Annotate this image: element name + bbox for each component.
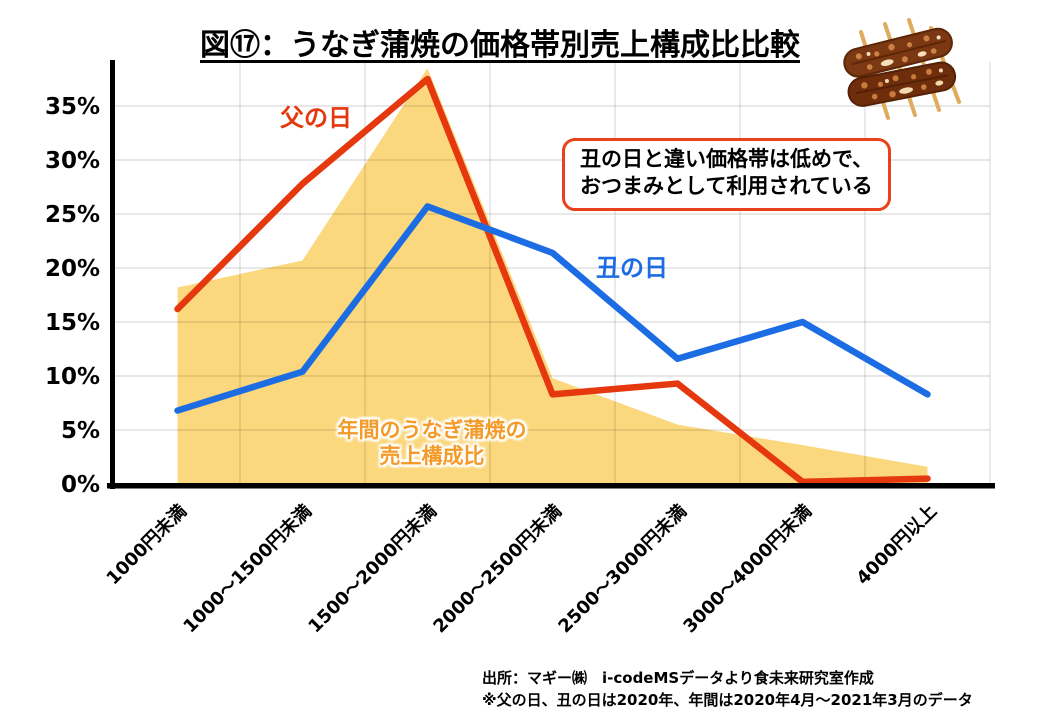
- x-category-label: 4000円以上: [853, 501, 941, 589]
- x-category-label: 3000～4000円未満: [679, 500, 816, 637]
- x-axis-line: [107, 483, 995, 489]
- father-day-line-series: [174, 75, 931, 486]
- y-tick-label: 35%: [45, 94, 100, 120]
- y-axis-line: [110, 60, 115, 489]
- x-category-label: 1500～2000円未満: [304, 500, 441, 637]
- y-tick-label: 0%: [61, 472, 100, 498]
- source-line1: 出所：マギー㈱ i-codeMSデータより食未来研究室作成: [482, 669, 874, 687]
- x-category-label: 1000～1500円未満: [179, 500, 316, 637]
- x-category-label: 2500～3000円未満: [554, 500, 691, 637]
- callout-line2: おつまみとして利用されている: [580, 174, 873, 199]
- y-tick-label: 15%: [45, 310, 100, 336]
- ushi-day-series-label: 丑の日: [596, 254, 668, 282]
- annual-area-label-line2: 売上構成比: [379, 444, 485, 469]
- callout-box: 丑の日と違い価格帯は低めで、 おつまみとして利用されている: [562, 138, 892, 211]
- y-tick-label: 10%: [45, 364, 100, 390]
- page-title: 図⑰：うなぎ蒲焼の価格帯別売上構成比比較: [200, 28, 800, 63]
- source-note: 出所：マギー㈱ i-codeMSデータより食未来研究室作成 ※父の日、丑の日は2…: [482, 668, 973, 712]
- father-day-series-label: 父の日: [280, 104, 352, 132]
- annual-area-label: 年間のうなぎ蒲焼の 売上構成比: [297, 417, 567, 470]
- y-tick-label: 30%: [45, 148, 100, 174]
- annual-area-label-line1: 年間のうなぎ蒲焼の: [337, 418, 527, 442]
- x-category-label: 2000～2500円未満: [429, 500, 566, 637]
- ushi-day-line-series: [174, 203, 931, 414]
- annual-area-series: [177, 68, 928, 483]
- callout-line1: 丑の日と違い価格帯は低めで、: [580, 147, 874, 171]
- eel-kabayaki-icon: [833, 10, 973, 125]
- y-tick-label: 20%: [45, 256, 100, 282]
- y-tick-label: 5%: [61, 418, 100, 444]
- x-category-label: 1000円未満: [102, 500, 191, 589]
- source-line2: ※父の日、丑の日は2020年、年間は2020年4月～2021年3月のデータ: [482, 690, 973, 709]
- y-tick-label: 25%: [45, 202, 100, 228]
